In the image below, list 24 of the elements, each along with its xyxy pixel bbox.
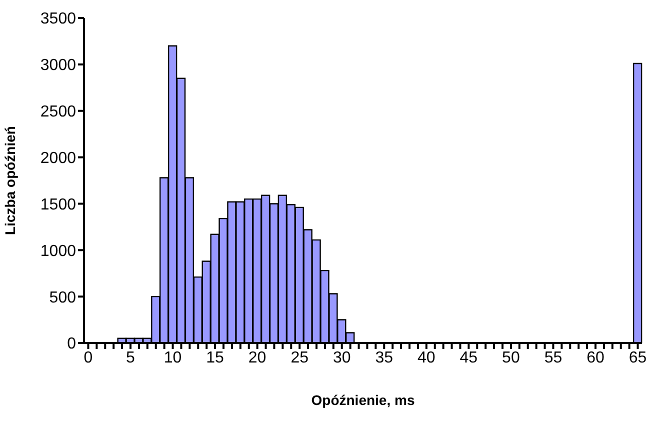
x-tick-label: 30: [332, 349, 351, 366]
x-tick-label: 40: [418, 349, 436, 366]
y-tick-label: 1000: [40, 242, 76, 260]
y-tick-label: 1500: [40, 196, 76, 214]
x-tick-label: 60: [586, 349, 604, 366]
y-axis-title: Liczba opóźnień: [2, 126, 18, 235]
x-tick-label: 50: [502, 349, 520, 366]
y-tick-label: 0: [67, 336, 76, 353]
x-tick-label: 10: [164, 349, 182, 366]
x-axis-title: Opóźnienie, ms: [311, 392, 415, 408]
x-tick-label: 25: [290, 349, 309, 366]
x-tick-label: 65: [628, 349, 646, 366]
y-tick-label: 500: [49, 289, 76, 306]
y-tick-label: 3500: [40, 10, 76, 28]
x-tick-label: 5: [126, 349, 136, 366]
y-tick-label: 3000: [40, 57, 76, 74]
x-tick-label: 45: [460, 349, 478, 366]
x-tick-label: 35: [375, 349, 394, 366]
y-tick-label: 2500: [40, 104, 76, 121]
x-tick-label: 15: [206, 349, 224, 366]
y-tick-label: 2000: [40, 150, 76, 167]
x-tick-label: 20: [248, 349, 266, 366]
x-tick-label: 0: [84, 349, 93, 366]
x-tick-label: 55: [544, 349, 562, 366]
